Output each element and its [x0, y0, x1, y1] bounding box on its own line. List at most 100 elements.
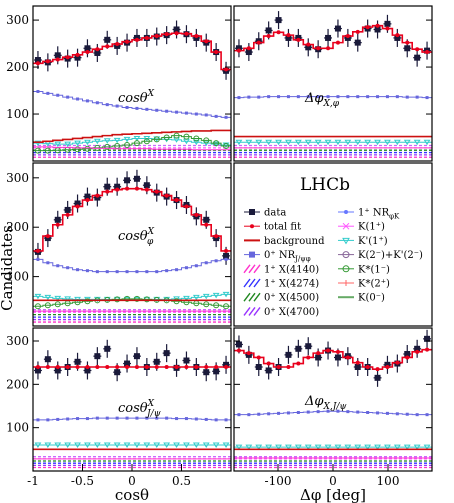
legend-item-x4500: 0⁺ X(4500): [243, 293, 319, 304]
x4274-hatched-band-icon: [253, 278, 261, 288]
component-marker: [275, 444, 282, 451]
total-fit-point: [134, 37, 139, 42]
component-marker: [95, 270, 99, 274]
panel-frame: [32, 5, 232, 162]
component-marker: [376, 411, 380, 415]
data-point: [235, 341, 242, 348]
component-marker: [153, 136, 160, 143]
component-marker: [103, 138, 111, 144]
kstar1minus-marker-icon: [342, 265, 350, 273]
series-k-1-: [234, 139, 432, 146]
component-marker: [44, 442, 52, 448]
total-fit-point: [375, 367, 380, 372]
component-marker: [165, 416, 169, 420]
component-marker: [415, 413, 419, 417]
series-0-nr-j-: [234, 409, 432, 417]
component-marker: [356, 410, 360, 414]
legend: data total fit background 0⁺ NRJ/ψφ1⁺ X(414…: [233, 162, 433, 327]
component-marker: [224, 257, 228, 261]
panel-plot-area: [33, 169, 231, 323]
panel-plot-area: [33, 20, 231, 158]
component-marker: [354, 139, 362, 146]
component-marker: [405, 412, 409, 416]
total-fit-point: [105, 189, 110, 194]
component-marker: [425, 96, 429, 100]
component-marker: [214, 114, 218, 118]
total-fit-point: [164, 365, 169, 369]
data-point: [163, 350, 170, 357]
total-fit-point: [115, 42, 120, 47]
total-fit-point: [335, 349, 340, 354]
component-marker: [255, 139, 263, 146]
total-fit-point: [65, 212, 70, 217]
component-line: [234, 410, 432, 416]
component-marker: [145, 270, 149, 274]
component-marker: [46, 91, 50, 95]
data-point: [143, 182, 150, 189]
component-marker: [123, 442, 131, 448]
component-marker: [192, 442, 200, 448]
total-fit-point: [236, 48, 241, 53]
component-marker: [74, 442, 81, 448]
total-fit-point: [214, 234, 219, 239]
component-marker: [145, 107, 149, 111]
series-0-nr-j-: [33, 89, 231, 119]
data-point: [223, 361, 230, 368]
data-point: [414, 54, 421, 61]
component-marker: [223, 303, 230, 310]
component-marker: [173, 442, 180, 448]
total-fit-point: [345, 34, 350, 39]
chart-panel-3: 100 200 300 cosθX φ: [6, 162, 232, 327]
component-marker: [192, 294, 200, 301]
component-marker: [175, 110, 179, 114]
component-marker: [34, 293, 42, 300]
nr_jpsiphi-square-marker-icon: [249, 251, 255, 258]
total-fit-point: [154, 365, 159, 369]
component-marker: [393, 139, 401, 146]
total-fit-point: [355, 29, 360, 34]
series-total-fit: [234, 347, 432, 372]
component-marker: [66, 266, 70, 270]
component-marker: [183, 442, 190, 448]
legend-item-background: background: [244, 236, 325, 247]
component-marker: [326, 409, 330, 413]
component-marker: [113, 137, 121, 144]
total-fit-point: [65, 55, 70, 60]
total-fit-point: [286, 365, 291, 369]
component-marker: [46, 418, 50, 422]
total-fit-point: [75, 365, 80, 369]
total-fit-point: [395, 360, 400, 365]
data-point: [153, 358, 160, 365]
component-marker: [212, 141, 220, 148]
component-marker: [223, 142, 230, 149]
total-fit-point: [164, 32, 169, 37]
panel-plot-area: [234, 11, 432, 158]
component-marker: [184, 266, 188, 270]
component-marker: [133, 140, 140, 147]
legend-item-kprime1plus: K'(1⁺): [338, 236, 388, 247]
background-line: [33, 129, 231, 144]
total-fit-point: [385, 365, 390, 369]
panel-plot-area: [234, 329, 432, 469]
total-fit-point: [204, 222, 209, 227]
component-marker: [374, 139, 381, 146]
component-marker: [64, 296, 72, 302]
component-marker: [255, 444, 263, 451]
component-marker: [145, 416, 149, 420]
legend-label-main: 0⁺ X(4500): [264, 293, 319, 304]
component-marker: [304, 444, 312, 451]
panel-label-sub: J/ψ: [145, 409, 162, 419]
total-fit-point: [415, 47, 420, 52]
x4700-hatched-band-icon: [243, 306, 251, 316]
component-marker: [202, 442, 210, 448]
component-marker: [155, 416, 159, 420]
legend-item-data: data: [244, 208, 286, 219]
component-line: [33, 146, 231, 151]
data-point: [133, 353, 140, 360]
total-fit-point: [105, 365, 110, 369]
total-fit-point: [405, 40, 410, 45]
panel-label: cosθX: [118, 89, 155, 106]
component-marker: [296, 411, 300, 414]
k2minus-marker-icon: [342, 251, 350, 259]
